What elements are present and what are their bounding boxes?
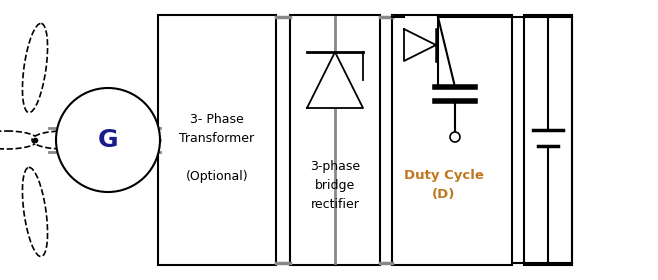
Polygon shape bbox=[307, 52, 363, 108]
Text: 3-phase
bridge
rectifier: 3-phase bridge rectifier bbox=[310, 160, 360, 211]
Ellipse shape bbox=[22, 24, 47, 113]
Bar bbox=[392, 15, 512, 265]
Text: 3- Phase
Transformer

(Optional): 3- Phase Transformer (Optional) bbox=[180, 113, 255, 183]
Bar bbox=[158, 15, 276, 265]
Polygon shape bbox=[404, 29, 436, 61]
Ellipse shape bbox=[22, 167, 47, 256]
Text: G: G bbox=[97, 128, 118, 152]
Ellipse shape bbox=[0, 131, 38, 149]
Circle shape bbox=[56, 88, 160, 192]
Bar bbox=[290, 15, 380, 265]
Ellipse shape bbox=[32, 131, 94, 149]
Text: Duty Cycle
(D): Duty Cycle (D) bbox=[404, 169, 484, 201]
Bar bbox=[524, 15, 572, 265]
Circle shape bbox=[450, 132, 460, 142]
